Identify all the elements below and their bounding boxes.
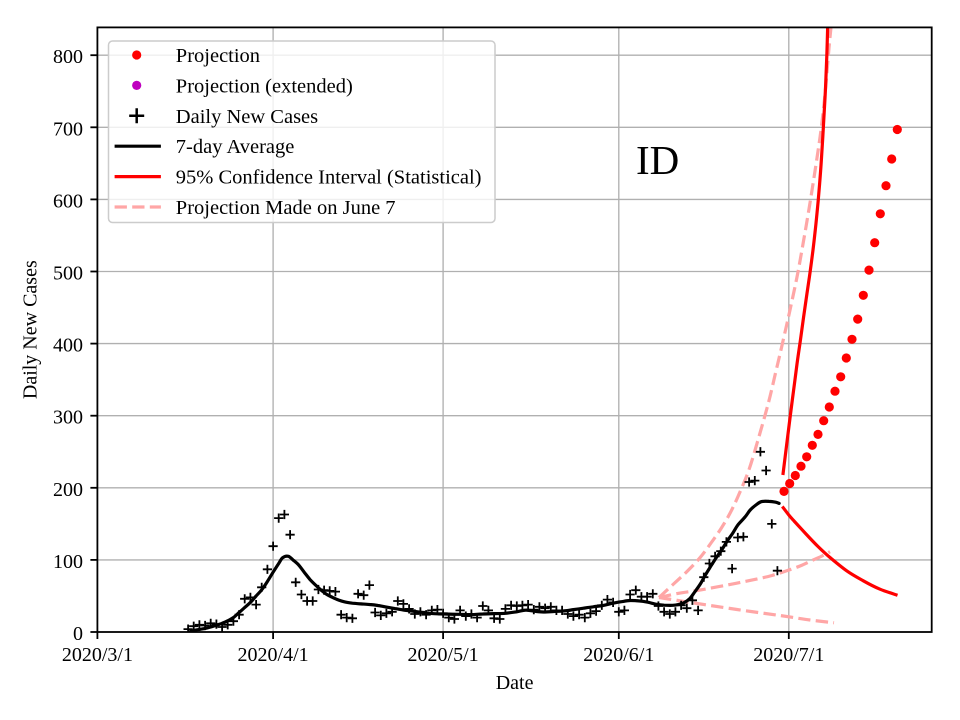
svg-text:ID: ID [636, 137, 679, 183]
svg-text:100: 100 [53, 551, 83, 573]
svg-text:Projection (extended): Projection (extended) [176, 75, 353, 97]
svg-text:700: 700 [53, 118, 83, 140]
svg-text:Daily New Cases: Daily New Cases [20, 260, 42, 399]
svg-text:800: 800 [53, 46, 83, 68]
svg-text:2020/5/1: 2020/5/1 [408, 644, 479, 666]
svg-text:2020/7/1: 2020/7/1 [753, 644, 824, 666]
svg-text:500: 500 [53, 263, 83, 285]
svg-text:2020/4/1: 2020/4/1 [238, 644, 309, 666]
svg-text:300: 300 [53, 407, 83, 429]
svg-text:Projection: Projection [176, 45, 260, 67]
svg-text:2020/6/1: 2020/6/1 [583, 644, 654, 666]
svg-text:2020/3/1: 2020/3/1 [62, 644, 133, 666]
svg-text:7-day Average: 7-day Average [176, 136, 295, 158]
svg-text:95% Confidence Interval (Stati: 95% Confidence Interval (Statistical) [176, 167, 482, 189]
svg-text:Date: Date [496, 672, 534, 694]
svg-text:600: 600 [53, 190, 83, 212]
svg-text:Daily New Cases: Daily New Cases [176, 106, 318, 128]
svg-text:200: 200 [53, 479, 83, 501]
svg-text:0: 0 [73, 623, 83, 645]
svg-text:Projection Made on June 7: Projection Made on June 7 [176, 197, 396, 219]
svg-text:400: 400 [53, 335, 83, 357]
